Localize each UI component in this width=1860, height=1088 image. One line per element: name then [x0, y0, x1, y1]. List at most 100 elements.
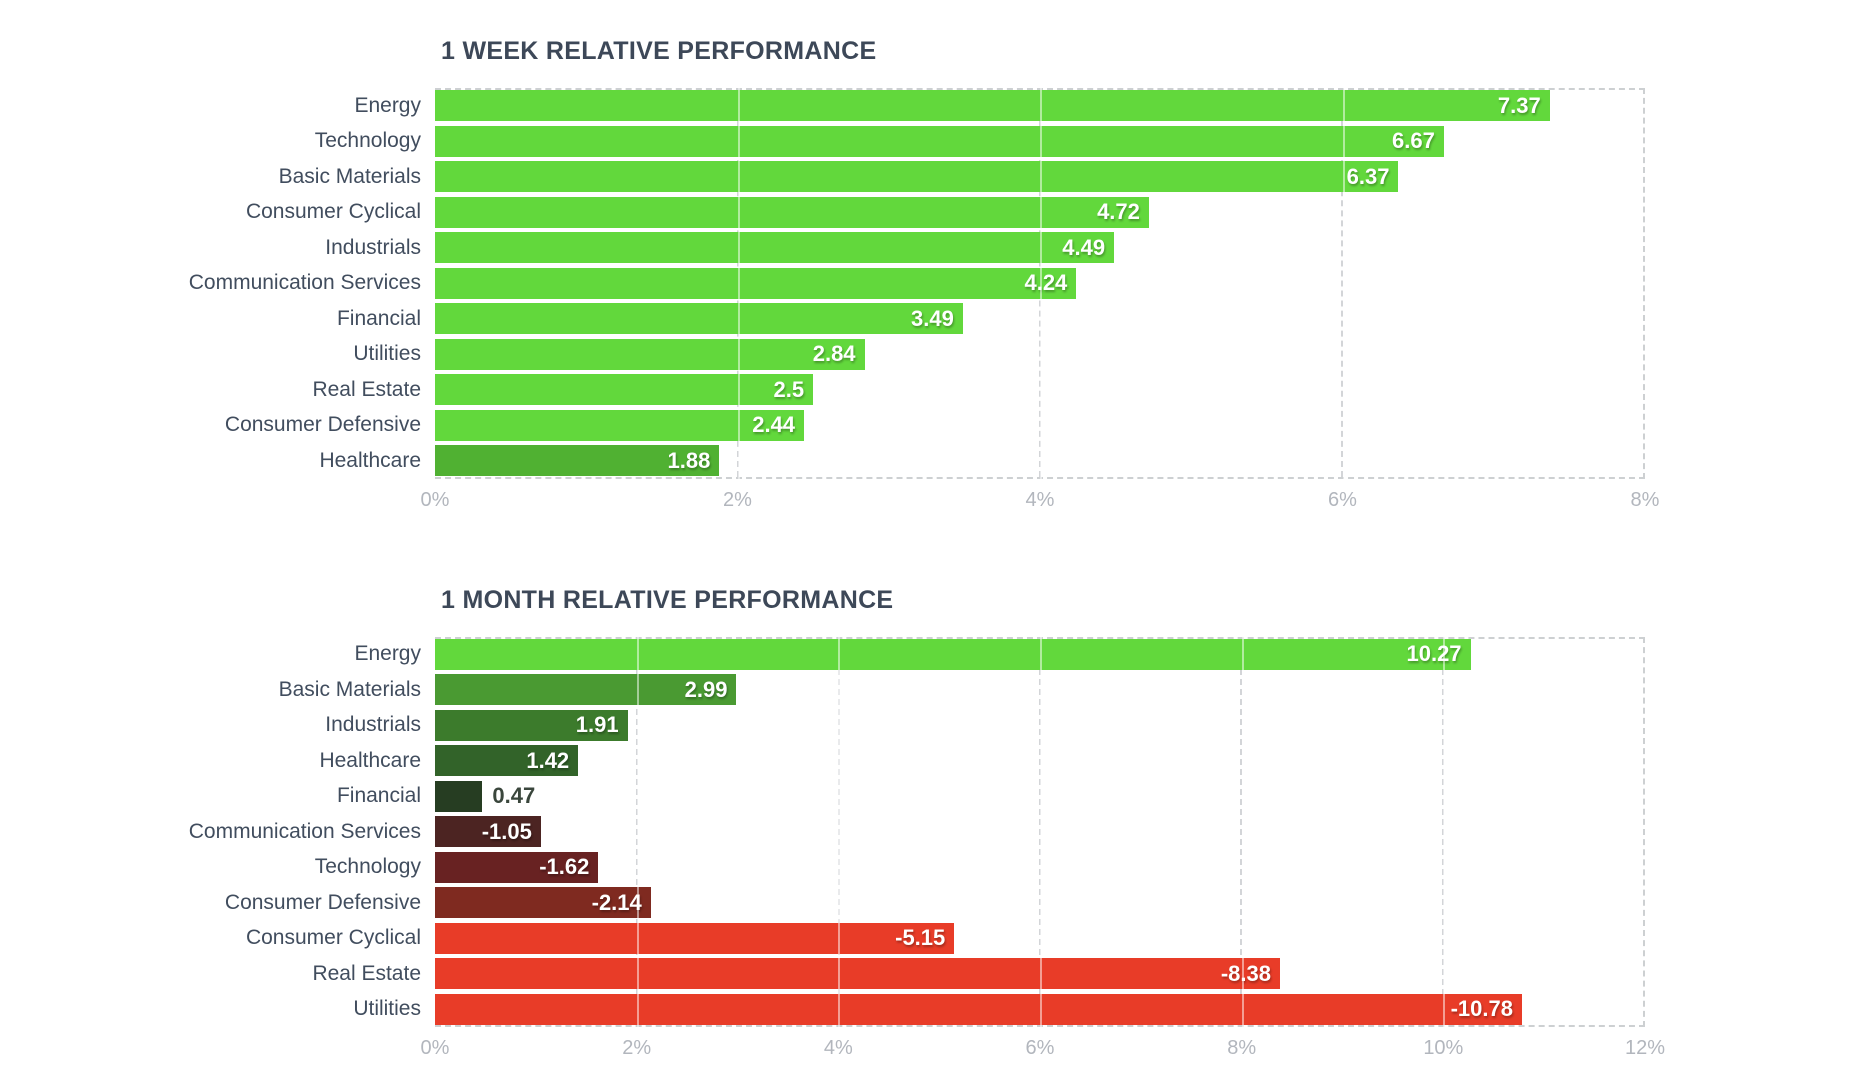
x-tick-label: 10% [1423, 1037, 1464, 1059]
category-label: Energy [354, 93, 421, 117]
category-label: Consumer Defensive [224, 413, 421, 437]
bar-value-label: -10.78 [1450, 996, 1513, 1022]
bar-row: Energy 10.27 [15, 637, 1647, 673]
bar-track: -2.14 [435, 887, 1645, 919]
bar: -1.05 [435, 816, 541, 848]
category-label: Consumer Cyclical [245, 926, 421, 950]
bar-value-label: -2.14 [591, 889, 642, 915]
bar: -10.78 [435, 993, 1522, 1025]
bar: 6.67 [435, 125, 1444, 157]
category-label: Industrials [325, 235, 421, 259]
bar-row: Utilities 2.84 [15, 337, 1647, 373]
bar-track: 1.91 [435, 709, 1645, 741]
bar-row: Real Estate -8.38 [15, 956, 1647, 992]
bar-value-label: -8.38 [1220, 960, 1271, 986]
chart-title: 1 MONTH RELATIVE PERFORMANCE [441, 585, 894, 614]
bar-row: Energy 7.37 [15, 88, 1647, 124]
bar-track: 2.99 [435, 674, 1645, 706]
bar-value-label: 4.72 [1097, 199, 1140, 225]
bar-track: 10.27 [435, 638, 1645, 670]
bar-value-label: 4.24 [1024, 270, 1068, 296]
bar: 1.91 [435, 709, 628, 741]
bar-row: Financial 0.47 [15, 779, 1647, 815]
category-label: Healthcare [319, 748, 421, 772]
bar-rows: Energy 7.37 Technology 6.67 Basic Materials 6… [15, 88, 1647, 479]
bar-value-label: 10.27 [1406, 641, 1462, 667]
bar-row: Consumer Cyclical -5.15 [15, 921, 1647, 957]
bar: 7.37 [435, 90, 1550, 122]
x-axis: 0% 2% 4% 6% 8% 10% 12% [421, 1031, 1665, 1063]
x-tick-label: 0% [420, 1037, 450, 1059]
bar: 2.44 [435, 409, 805, 441]
bar: -8.38 [435, 958, 1280, 990]
bar-value-label: 3.49 [911, 305, 954, 331]
category-label: Communication Services [188, 271, 421, 295]
gridline [1341, 90, 1343, 477]
plot-area: Energy 10.27 Basic Materials 2.99 Industrial… [15, 636, 1665, 1064]
bar-row: Financial 3.49 [15, 301, 1647, 337]
x-tick-label: 2% [723, 488, 752, 511]
bar: 0.47 [435, 780, 535, 812]
bar-value-label: 6.67 [1392, 128, 1435, 154]
category-label: Utilities [353, 342, 421, 366]
gridline [1240, 638, 1243, 1025]
bar-track: 2.5 [435, 374, 1645, 406]
category-label: Basic Materials [278, 164, 421, 188]
one-week-performance-chart: 1 WEEK RELATIVE PERFORMANCE Energy 7.37 Te… [15, 36, 1860, 515]
bar-track: 1.42 [435, 745, 1645, 777]
bar-row: Consumer Defensive 2.44 [15, 408, 1647, 444]
bar-value-label: 2.5 [773, 376, 805, 402]
x-tick-label: 4% [1025, 488, 1055, 511]
bar: 4.24 [435, 267, 1077, 299]
x-tick-label: 8% [1630, 488, 1660, 511]
category-label: Technology [314, 129, 421, 153]
x-tick-label: 6% [1025, 1037, 1055, 1059]
x-tick-label: 2% [622, 1037, 652, 1059]
bar-value-label: -5.15 [895, 925, 946, 951]
bar-row: Basic Materials 6.37 [15, 159, 1647, 195]
bar-row: Technology -1.62 [15, 850, 1647, 886]
x-tick-label: 0% [420, 488, 450, 511]
bar: 1.88 [435, 445, 720, 477]
bar-value-label: 6.37 [1346, 163, 1390, 189]
bar-value-label: -1.05 [481, 818, 532, 844]
bar: -1.62 [435, 851, 599, 883]
bar: 2.84 [435, 338, 865, 370]
category-label: Technology [314, 855, 421, 879]
bar-track: -5.15 [435, 922, 1645, 954]
bar-track: 6.37 [435, 161, 1645, 193]
bar-track: 1.88 [435, 445, 1645, 477]
category-label: Real Estate [312, 961, 421, 985]
category-label: Communication Services [188, 819, 421, 843]
bar-rows: Energy 10.27 Basic Materials 2.99 Industrial… [15, 637, 1647, 1028]
category-label: Consumer Cyclical [245, 200, 421, 224]
bar-row: Healthcare 1.42 [15, 743, 1647, 779]
bar-track: 7.37 [435, 90, 1645, 122]
bar-value-label: 1.88 [667, 447, 711, 473]
bar-track: -8.38 [435, 958, 1645, 990]
bar-row: Healthcare 1.88 [15, 443, 1647, 479]
bar-track: 4.72 [435, 196, 1645, 228]
bar-track: 2.44 [435, 409, 1645, 441]
x-tick-label: 6% [1328, 488, 1357, 511]
bar-track: 4.24 [435, 267, 1645, 299]
bar-row: Communication Services -1.05 [15, 814, 1647, 850]
category-label: Basic Materials [278, 677, 421, 701]
bar-value-label: 0.47 [492, 783, 536, 809]
category-label: Industrials [325, 713, 421, 737]
bar: 6.37 [435, 161, 1399, 193]
category-label: Energy [354, 642, 421, 666]
category-label: Financial [336, 784, 421, 808]
x-axis: 0% 2% 4% 6% 8% [421, 483, 1660, 515]
plot-area: Energy 7.37 Technology 6.67 Basic Materials 6… [15, 88, 1660, 515]
bar-value-label: 1.42 [526, 747, 570, 773]
bar: 4.49 [435, 232, 1115, 264]
bar-row: Consumer Cyclical 4.72 [15, 195, 1647, 231]
bar-value-label: 2.44 [752, 412, 796, 438]
category-label: Financial [336, 306, 421, 330]
bar-track: -1.05 [435, 816, 1645, 848]
bar-row: Utilities -10.78 [15, 992, 1647, 1028]
bar-value-label: 1.91 [575, 712, 619, 738]
category-label: Healthcare [319, 448, 421, 472]
